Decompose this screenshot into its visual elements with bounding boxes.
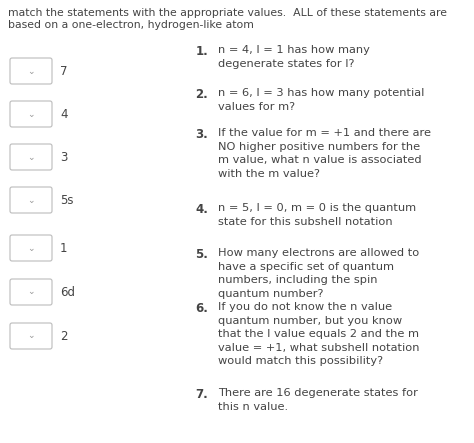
Text: ⌄: ⌄ bbox=[27, 288, 35, 296]
Text: n = 6, l = 3 has how many potential
values for m?: n = 6, l = 3 has how many potential valu… bbox=[218, 88, 424, 112]
FancyBboxPatch shape bbox=[10, 187, 52, 213]
Text: 5.: 5. bbox=[195, 248, 208, 261]
Text: ⌄: ⌄ bbox=[27, 331, 35, 341]
Text: n = 5, l = 0, m = 0 is the quantum
state for this subshell notation: n = 5, l = 0, m = 0 is the quantum state… bbox=[218, 203, 416, 227]
Text: n = 4, l = 1 has how many
degenerate states for l?: n = 4, l = 1 has how many degenerate sta… bbox=[218, 45, 370, 69]
Text: How many electrons are allowed to
have a specific set of quantum
numbers, includ: How many electrons are allowed to have a… bbox=[218, 248, 419, 299]
FancyBboxPatch shape bbox=[10, 144, 52, 170]
Text: based on a one-electron, hydrogen-like atom: based on a one-electron, hydrogen-like a… bbox=[8, 20, 254, 30]
FancyBboxPatch shape bbox=[10, 58, 52, 84]
Text: 6.: 6. bbox=[195, 302, 208, 315]
FancyBboxPatch shape bbox=[10, 101, 52, 127]
FancyBboxPatch shape bbox=[10, 235, 52, 261]
Text: ⌄: ⌄ bbox=[27, 244, 35, 253]
Text: ⌄: ⌄ bbox=[27, 109, 35, 118]
Text: 4.: 4. bbox=[195, 203, 208, 216]
Text: 7.: 7. bbox=[195, 388, 208, 401]
Text: 2: 2 bbox=[60, 330, 67, 342]
Text: match the statements with the appropriate values.  ALL of these statements are: match the statements with the appropriat… bbox=[8, 8, 447, 18]
Text: 3: 3 bbox=[60, 151, 67, 163]
FancyBboxPatch shape bbox=[10, 279, 52, 305]
Text: ⌄: ⌄ bbox=[27, 66, 35, 75]
Text: 5s: 5s bbox=[60, 194, 73, 206]
Text: If you do not know the n value
quantum number, but you know
that the l value equ: If you do not know the n value quantum n… bbox=[218, 302, 419, 366]
Text: 1.: 1. bbox=[195, 45, 208, 58]
Text: If the value for m = +1 and there are
NO higher positive numbers for the
m value: If the value for m = +1 and there are NO… bbox=[218, 128, 431, 179]
Text: 3.: 3. bbox=[195, 128, 208, 141]
Text: ⌄: ⌄ bbox=[27, 195, 35, 205]
Text: 7: 7 bbox=[60, 65, 67, 78]
Text: There are 16 degenerate states for
this n value.: There are 16 degenerate states for this … bbox=[218, 388, 418, 412]
Text: 6d: 6d bbox=[60, 285, 75, 299]
Text: 2.: 2. bbox=[195, 88, 208, 101]
Text: ⌄: ⌄ bbox=[27, 152, 35, 162]
Text: 1: 1 bbox=[60, 241, 67, 254]
FancyBboxPatch shape bbox=[10, 323, 52, 349]
Text: 4: 4 bbox=[60, 108, 67, 120]
